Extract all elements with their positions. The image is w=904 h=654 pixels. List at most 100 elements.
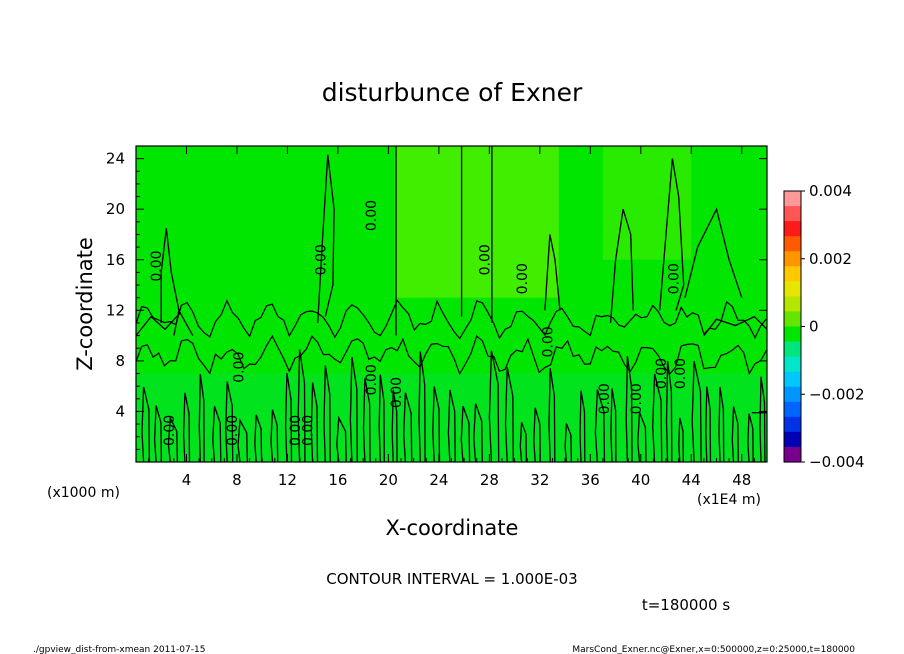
contour-line xyxy=(519,422,528,463)
contour-line xyxy=(447,389,456,463)
x-axis: 4 8 12 16 20 24 28 32 36 40 44 48 xyxy=(148,146,755,489)
x-tick-label: 36 xyxy=(581,471,600,489)
contour-line xyxy=(678,417,684,463)
contour-line xyxy=(544,234,561,311)
y-axis: 4 8 12 16 20 24 xyxy=(106,150,767,450)
contour-line xyxy=(198,374,205,463)
colorbar-swatch xyxy=(784,281,801,297)
contour-label: 0.00 xyxy=(301,415,317,446)
contour-line xyxy=(317,154,335,324)
contour-line xyxy=(403,392,413,463)
contour-line xyxy=(659,158,685,311)
colorbar-swatch xyxy=(784,236,801,252)
colorbar-label: 0.004 xyxy=(809,182,852,200)
colorbar-swatch xyxy=(784,401,801,418)
contour-line xyxy=(349,356,358,463)
contour-line xyxy=(225,381,234,463)
x-tick-label: 48 xyxy=(732,471,751,489)
chart-title: disturbunce of Exner xyxy=(322,78,583,107)
y-tick-label: 8 xyxy=(115,352,125,370)
colorbar-swatch xyxy=(784,446,801,463)
contour-line xyxy=(504,367,514,463)
contour-label: 0.00 xyxy=(162,415,178,446)
contour-line xyxy=(135,299,767,340)
contour-line xyxy=(548,368,556,463)
contour-line xyxy=(141,386,151,463)
colorbar-swatch xyxy=(784,311,801,328)
colorbar-swatch xyxy=(784,251,801,267)
contour-label: 0.00 xyxy=(313,244,329,275)
contour-line xyxy=(564,423,573,463)
contour-interval: CONTOUR INTERVAL = 1.000E-03 xyxy=(326,570,577,588)
x-unit-left: (x1000 m) xyxy=(47,485,120,501)
footer-left: ./gpview_dist-from-xmean 2011-07-15 xyxy=(33,645,205,654)
x-tick-label: 24 xyxy=(429,471,448,489)
contour-line xyxy=(391,389,398,463)
contour-label: 0.00 xyxy=(673,358,689,389)
colorbar-swatch xyxy=(784,206,801,222)
contour-line xyxy=(609,209,634,324)
contour-label: 0.00 xyxy=(597,383,613,414)
colorbar-swatch xyxy=(784,416,801,433)
contour-line xyxy=(625,356,633,463)
contour-label: 0.00 xyxy=(654,358,670,389)
colorbar-swatch xyxy=(784,266,801,282)
contour-label: 0.00 xyxy=(667,263,683,294)
contour-line xyxy=(182,392,191,463)
x-tick-label: 44 xyxy=(682,471,701,489)
contour-line xyxy=(594,389,606,463)
contour-line xyxy=(284,372,293,463)
y-tick-label: 24 xyxy=(106,150,125,168)
contour-label: 0.00 xyxy=(540,326,556,357)
contour-line xyxy=(432,386,441,463)
contour-line xyxy=(237,418,249,463)
contour-line xyxy=(652,373,663,463)
colorbar-swatch xyxy=(784,341,801,358)
colorbar-swatch xyxy=(784,356,801,373)
plot-area: 0.000.00 0.000.000.000.000.000.000.00 0.00… xyxy=(135,145,768,463)
y-tick-label: 16 xyxy=(106,251,125,269)
contour-line xyxy=(705,386,712,463)
colorbar-swatch xyxy=(784,371,801,388)
contour-labels: 0.000.00 0.000.000.000.000.000.000.00 0.00… xyxy=(149,200,689,446)
y-tick-label: 12 xyxy=(106,301,125,319)
contour-label: 0.00 xyxy=(288,415,304,446)
colorbar-label: −0.004 xyxy=(809,453,865,471)
contour-line xyxy=(747,413,754,463)
colorbar-swatch xyxy=(784,296,801,313)
contour-line xyxy=(418,351,426,463)
contour-line xyxy=(731,406,739,463)
contour-line xyxy=(533,407,541,463)
contour-line xyxy=(167,415,179,463)
contour-line xyxy=(579,390,586,463)
contour-line xyxy=(212,406,222,463)
contour-label: 0.00 xyxy=(225,415,241,446)
contour-label: 0.00 xyxy=(515,263,531,294)
x-tick-label: 8 xyxy=(232,471,242,489)
contour-line xyxy=(336,415,347,463)
colorbar-swatch xyxy=(784,326,801,343)
contour-line xyxy=(323,365,331,463)
contour-label: 0.00 xyxy=(629,383,645,414)
contour-line xyxy=(254,414,263,463)
y-tick-label: 4 xyxy=(115,402,125,420)
contour-line xyxy=(378,374,385,463)
contour-line xyxy=(703,315,768,336)
contour-label: 0.00 xyxy=(364,364,380,395)
contour-line xyxy=(665,361,673,463)
contour-line xyxy=(153,405,163,463)
contour-line xyxy=(488,350,500,463)
contour-line xyxy=(718,386,725,463)
field-patch-upper xyxy=(602,146,692,260)
contour-line xyxy=(684,207,743,298)
x-tick-label: 40 xyxy=(631,471,650,489)
contour-label: 0.00 xyxy=(231,352,247,383)
x-tick-label: 12 xyxy=(278,471,297,489)
contour-line xyxy=(270,409,279,463)
colorbar-swatch xyxy=(784,221,801,237)
x-unit-right: (x1E4 m) xyxy=(697,492,761,508)
colorbar-label: −0.002 xyxy=(809,385,865,403)
contour-line xyxy=(759,376,766,463)
contour-label: 0.00 xyxy=(364,200,380,231)
